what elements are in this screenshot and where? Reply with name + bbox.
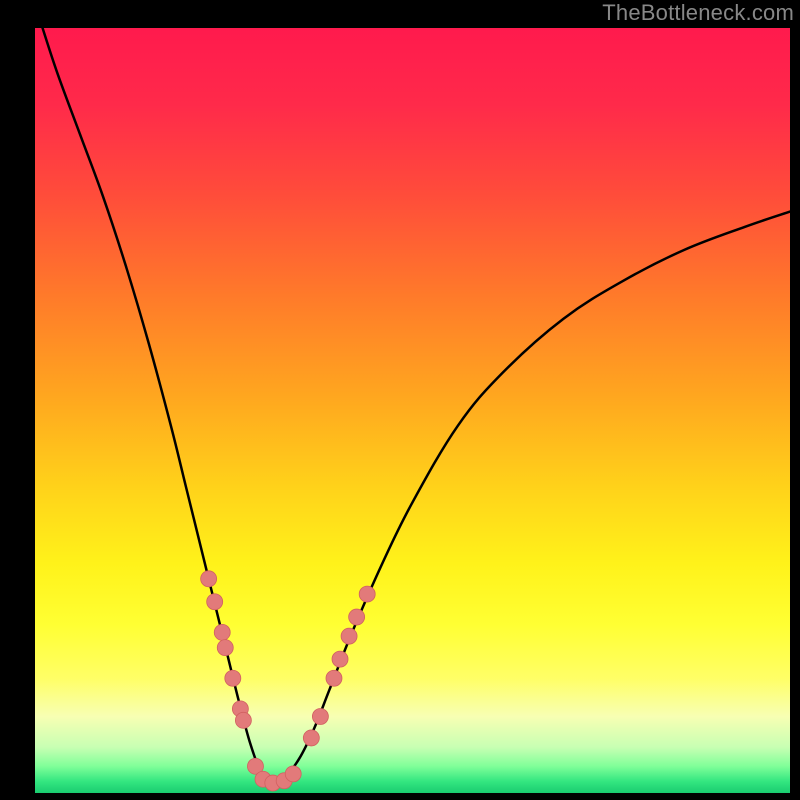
marker-point [285, 766, 301, 782]
chart-stage: TheBottleneck.com [0, 0, 800, 800]
marker-point [341, 628, 357, 644]
marker-point [349, 609, 365, 625]
marker-point [207, 594, 223, 610]
curve-right [269, 212, 790, 783]
marker-point [359, 586, 375, 602]
marker-point [217, 640, 233, 656]
marker-point [303, 730, 319, 746]
marker-point [214, 624, 230, 640]
plot-area [35, 28, 790, 793]
marker-point [332, 651, 348, 667]
marker-point [201, 571, 217, 587]
chart-svg [35, 28, 790, 793]
marker-point [225, 670, 241, 686]
marker-point [235, 712, 251, 728]
marker-point [312, 709, 328, 725]
curve-left [43, 28, 269, 783]
watermark-text: TheBottleneck.com [602, 0, 794, 26]
marker-point [326, 670, 342, 686]
